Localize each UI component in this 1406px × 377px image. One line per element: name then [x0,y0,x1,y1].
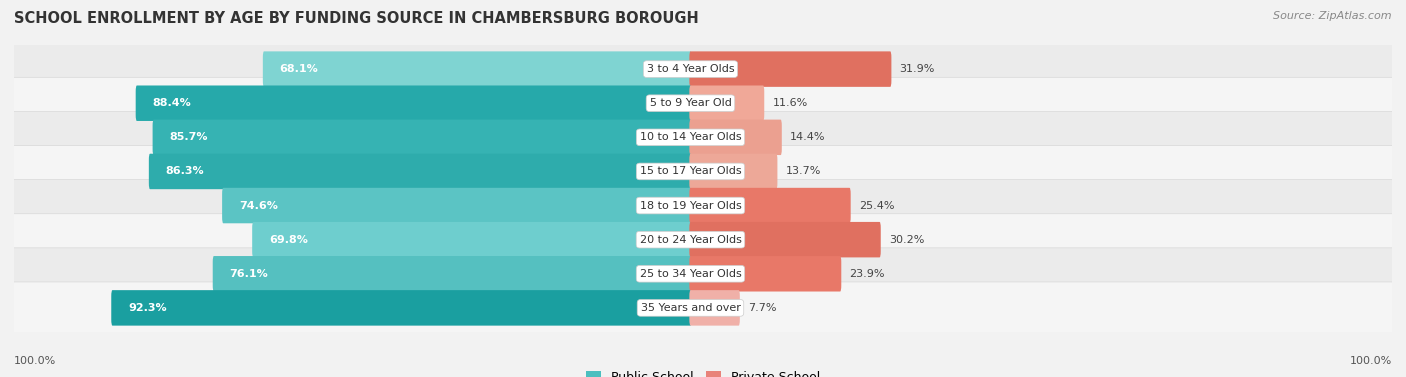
Text: 100.0%: 100.0% [1350,356,1392,366]
Text: 3 to 4 Year Olds: 3 to 4 Year Olds [647,64,734,74]
Text: 23.9%: 23.9% [849,269,884,279]
Text: 69.8%: 69.8% [269,234,308,245]
Text: 5 to 9 Year Old: 5 to 9 Year Old [650,98,731,108]
FancyBboxPatch shape [689,290,740,326]
FancyBboxPatch shape [13,179,1393,231]
Text: 20 to 24 Year Olds: 20 to 24 Year Olds [640,234,741,245]
FancyBboxPatch shape [136,86,692,121]
FancyBboxPatch shape [13,112,1393,163]
Text: 14.4%: 14.4% [790,132,825,143]
Text: 7.7%: 7.7% [748,303,776,313]
Text: 86.3%: 86.3% [166,166,204,176]
Text: 25 to 34 Year Olds: 25 to 34 Year Olds [640,269,741,279]
FancyBboxPatch shape [689,120,782,155]
Text: 68.1%: 68.1% [280,64,318,74]
Text: 35 Years and over: 35 Years and over [641,303,741,313]
FancyBboxPatch shape [222,188,692,223]
Text: 92.3%: 92.3% [128,303,167,313]
Text: 13.7%: 13.7% [786,166,821,176]
FancyBboxPatch shape [13,43,1393,95]
Legend: Public School, Private School: Public School, Private School [581,366,825,377]
Text: Source: ZipAtlas.com: Source: ZipAtlas.com [1274,11,1392,21]
Text: 11.6%: 11.6% [772,98,808,108]
FancyBboxPatch shape [689,222,880,257]
Text: 31.9%: 31.9% [900,64,935,74]
FancyBboxPatch shape [13,77,1393,129]
FancyBboxPatch shape [689,86,765,121]
Text: 18 to 19 Year Olds: 18 to 19 Year Olds [640,201,741,211]
FancyBboxPatch shape [252,222,692,257]
FancyBboxPatch shape [13,248,1393,300]
Text: 88.4%: 88.4% [152,98,191,108]
FancyBboxPatch shape [13,146,1393,198]
FancyBboxPatch shape [689,154,778,189]
FancyBboxPatch shape [212,256,692,291]
Text: 76.1%: 76.1% [229,269,269,279]
FancyBboxPatch shape [263,51,692,87]
Text: 100.0%: 100.0% [14,356,56,366]
Text: SCHOOL ENROLLMENT BY AGE BY FUNDING SOURCE IN CHAMBERSBURG BOROUGH: SCHOOL ENROLLMENT BY AGE BY FUNDING SOUR… [14,11,699,26]
FancyBboxPatch shape [689,51,891,87]
FancyBboxPatch shape [13,282,1393,334]
Text: 25.4%: 25.4% [859,201,894,211]
Text: 10 to 14 Year Olds: 10 to 14 Year Olds [640,132,741,143]
Text: 15 to 17 Year Olds: 15 to 17 Year Olds [640,166,741,176]
FancyBboxPatch shape [689,188,851,223]
FancyBboxPatch shape [111,290,692,326]
Text: 85.7%: 85.7% [169,132,208,143]
FancyBboxPatch shape [149,154,692,189]
FancyBboxPatch shape [689,256,841,291]
Text: 30.2%: 30.2% [889,234,924,245]
FancyBboxPatch shape [153,120,692,155]
Text: 74.6%: 74.6% [239,201,278,211]
FancyBboxPatch shape [13,214,1393,265]
